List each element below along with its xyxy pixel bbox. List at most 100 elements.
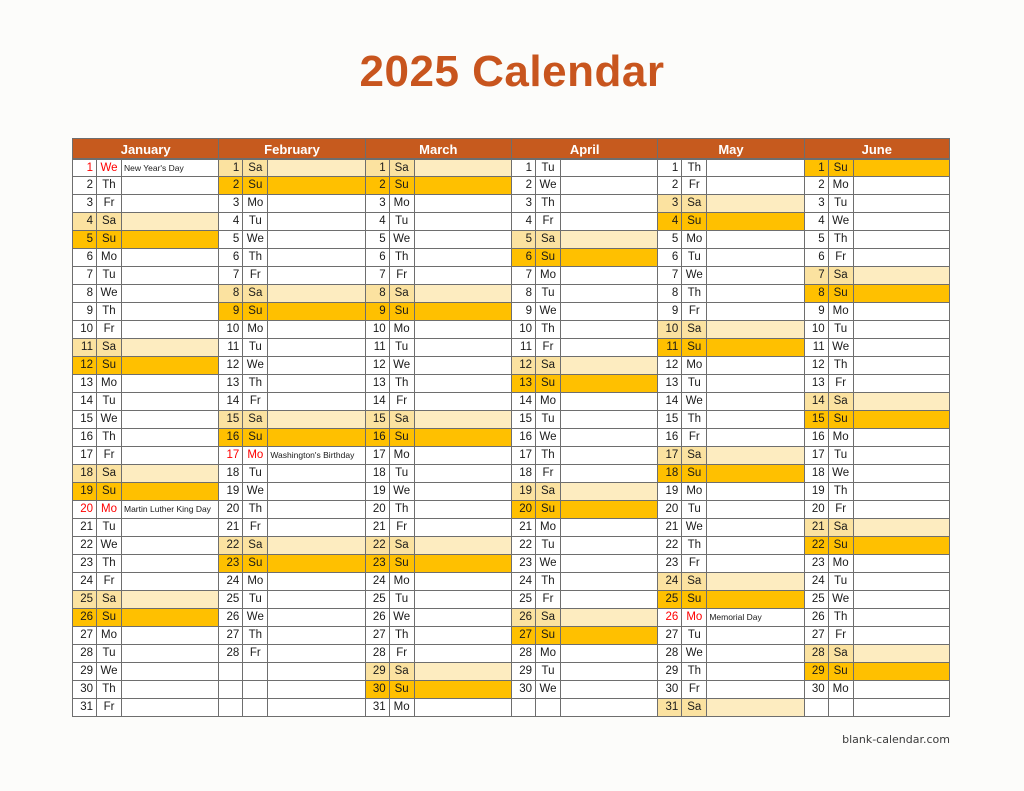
day-row[interactable]: 15 Tu: [510, 411, 658, 429]
day-note[interactable]: [707, 177, 804, 194]
day-row[interactable]: 4 Sa: [72, 213, 219, 231]
day-note[interactable]: [560, 447, 658, 464]
day-note[interactable]: [560, 231, 658, 248]
day-note[interactable]: [707, 555, 804, 572]
day-note[interactable]: [122, 195, 219, 212]
day-note[interactable]: [853, 663, 949, 680]
day-row[interactable]: 16 Mo: [803, 429, 950, 447]
day-note[interactable]: [560, 465, 658, 482]
day-row[interactable]: 21 Sa: [803, 519, 950, 537]
day-row[interactable]: 20 Th: [364, 501, 511, 519]
day-note[interactable]: [268, 303, 365, 320]
day-row[interactable]: 21 We: [657, 519, 804, 537]
day-row[interactable]: 9 Su: [364, 303, 511, 321]
day-row[interactable]: 31 Mo: [364, 699, 511, 717]
day-row[interactable]: 30 We: [510, 681, 658, 699]
day-note[interactable]: [560, 555, 658, 572]
day-row[interactable]: 6 Fr: [803, 249, 950, 267]
day-note[interactable]: [853, 231, 949, 248]
day-note[interactable]: [268, 573, 365, 590]
day-row[interactable]: 6 Mo: [72, 249, 219, 267]
day-row[interactable]: 15 Sa: [218, 411, 365, 429]
day-row[interactable]: 7 Fr: [364, 267, 511, 285]
day-note[interactable]: [268, 537, 365, 554]
day-note[interactable]: [853, 303, 949, 320]
day-note[interactable]: [707, 591, 804, 608]
day-note[interactable]: [560, 321, 658, 338]
day-row[interactable]: 20 Mo Martin Luther King Day: [72, 501, 219, 519]
day-note[interactable]: [853, 285, 949, 302]
day-row[interactable]: 22 We: [72, 537, 219, 555]
day-row[interactable]: 28 Tu: [72, 645, 219, 663]
day-note[interactable]: [853, 627, 949, 644]
day-row[interactable]: 29 Th: [657, 663, 804, 681]
day-row[interactable]: 21 Tu: [72, 519, 219, 537]
day-row[interactable]: 8 Su: [803, 285, 950, 303]
day-note[interactable]: [414, 447, 511, 464]
day-row[interactable]: 6 Su: [510, 249, 658, 267]
day-note[interactable]: [122, 213, 219, 230]
day-row[interactable]: 18 Tu: [364, 465, 511, 483]
day-row[interactable]: 30 Th: [72, 681, 219, 699]
day-note[interactable]: [414, 519, 511, 536]
day-row[interactable]: 17 Mo Washington's Birthday: [218, 447, 365, 465]
day-note[interactable]: [853, 465, 949, 482]
day-row[interactable]: 23 Fr: [657, 555, 804, 573]
day-row[interactable]: 5 We: [364, 231, 511, 249]
day-note[interactable]: [853, 213, 949, 230]
day-row[interactable]: 28 Fr: [364, 645, 511, 663]
day-note[interactable]: [268, 393, 365, 410]
day-note[interactable]: [707, 447, 804, 464]
day-row[interactable]: 29 Sa: [364, 663, 511, 681]
day-note[interactable]: [414, 375, 511, 392]
day-note[interactable]: [560, 411, 658, 428]
day-row[interactable]: 26 We: [218, 609, 365, 627]
day-row[interactable]: 15 Sa: [364, 411, 511, 429]
day-note[interactable]: [707, 231, 804, 248]
day-row[interactable]: 16 Su: [218, 429, 365, 447]
day-note[interactable]: [853, 195, 949, 212]
day-note[interactable]: [414, 699, 511, 716]
day-note[interactable]: [853, 393, 949, 410]
day-row[interactable]: 28 Mo: [510, 645, 658, 663]
day-row[interactable]: 5 Mo: [657, 231, 804, 249]
day-row[interactable]: 2 Th: [72, 177, 219, 195]
day-row[interactable]: 14 Fr: [218, 393, 365, 411]
day-row[interactable]: 27 Su: [510, 627, 658, 645]
day-row[interactable]: 17 Fr: [72, 447, 219, 465]
day-row[interactable]: 4 We: [803, 213, 950, 231]
day-note[interactable]: [122, 591, 219, 608]
day-row[interactable]: 25 Sa: [72, 591, 219, 609]
day-row[interactable]: 27 Tu: [657, 627, 804, 645]
day-note[interactable]: [707, 321, 804, 338]
day-row[interactable]: 24 Mo: [364, 573, 511, 591]
day-note[interactable]: [122, 303, 219, 320]
day-row[interactable]: 20 Su: [510, 501, 658, 519]
day-row[interactable]: 5 Su: [72, 231, 219, 249]
day-note[interactable]: [268, 285, 365, 302]
day-note[interactable]: [853, 645, 949, 662]
day-note[interactable]: [560, 285, 658, 302]
day-note[interactable]: [414, 573, 511, 590]
day-note[interactable]: [560, 663, 658, 680]
day-row[interactable]: 13 Tu: [657, 375, 804, 393]
day-note[interactable]: [707, 195, 804, 212]
day-note[interactable]: [560, 393, 658, 410]
day-note[interactable]: [707, 537, 804, 554]
day-note[interactable]: [707, 411, 804, 428]
day-note[interactable]: Memorial Day: [707, 609, 804, 626]
day-note[interactable]: [122, 285, 219, 302]
day-note[interactable]: [414, 267, 511, 284]
day-row[interactable]: 17 Mo: [364, 447, 511, 465]
day-row[interactable]: 24 Th: [510, 573, 658, 591]
day-note[interactable]: [122, 267, 219, 284]
day-note[interactable]: [268, 339, 365, 356]
day-note[interactable]: [414, 160, 511, 176]
day-note[interactable]: [560, 609, 658, 626]
day-note[interactable]: [560, 303, 658, 320]
day-row[interactable]: 17 Sa: [657, 447, 804, 465]
day-row[interactable]: 26 Th: [803, 609, 950, 627]
day-note[interactable]: [414, 465, 511, 482]
day-note[interactable]: [122, 483, 219, 500]
day-note[interactable]: [414, 195, 511, 212]
